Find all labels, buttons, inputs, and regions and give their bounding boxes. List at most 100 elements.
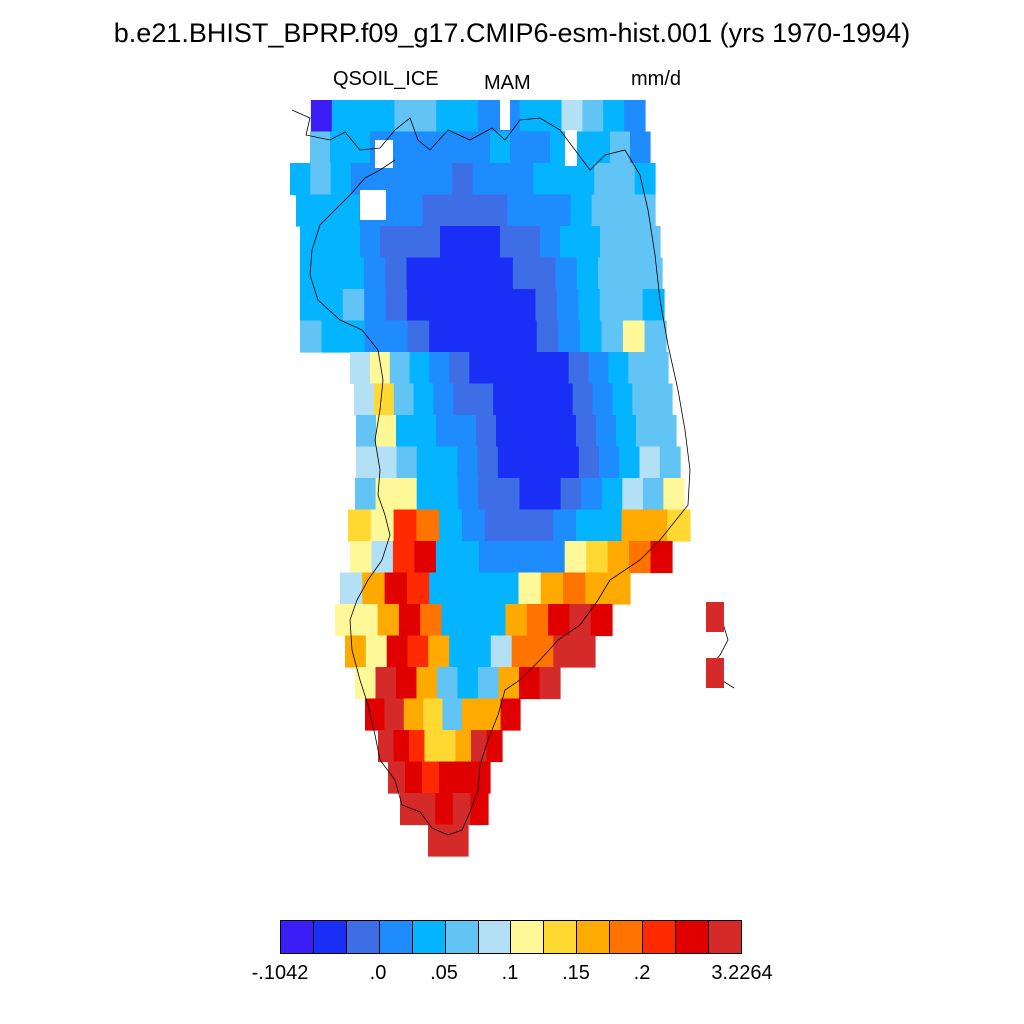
iceland-cell [706,602,724,632]
colorbar-swatch [281,921,314,953]
map-cell [394,100,416,133]
colorbar-tick-label: .05 [430,962,458,984]
map-cell [410,131,431,164]
map-cell [624,100,646,133]
map-cell [471,730,488,763]
map-cell [369,352,391,385]
map-cell [365,698,385,731]
map-cell [513,383,534,416]
map-cell [556,415,577,448]
map-cell [424,730,441,763]
map-cell [553,163,575,196]
map-cell [530,509,554,542]
map-cell [428,824,449,857]
map-cell [300,226,321,259]
map-cell [310,163,332,196]
map-cell [384,572,408,605]
map-cell [385,257,408,290]
map-cell [360,226,381,259]
map-cell [416,446,438,479]
map-cell [507,509,531,542]
map-cell [498,667,520,700]
map-cell [371,163,392,196]
map-cell [342,289,365,322]
map-cell [526,604,549,637]
map-cell [375,667,397,700]
map-cell [435,793,454,826]
map-cell [385,289,408,322]
map-cell [536,415,557,448]
colorbar-swatch [511,921,545,953]
missing-cell [375,140,393,168]
map-cell [513,163,534,196]
map-cell [473,383,494,416]
map-cell [300,320,323,353]
map-cell [310,100,333,133]
map-cell [574,635,596,668]
map-cell [528,194,550,227]
map-cell [320,226,341,259]
map-cell [437,478,459,511]
colorbar-tick-label: .15 [562,962,590,984]
map-cell [612,383,633,416]
map-cell [573,163,595,196]
map-cell [416,509,440,542]
map-cell [330,163,352,196]
map-cell [600,226,621,259]
map-cell [548,352,570,385]
map-cell [462,604,485,637]
map-cell [473,572,497,605]
missing-cell [296,100,310,126]
coastline [291,109,691,836]
map-cell [457,541,480,574]
map-cell [376,415,397,448]
map-cell [539,667,561,700]
map-cell [469,352,490,385]
map-cell [521,541,544,574]
map-cell [640,257,663,290]
map-cell [540,572,564,605]
map-cell [460,226,481,259]
map-cell [558,446,580,479]
map-cell [532,635,554,668]
map-cell [553,635,575,668]
map-cell [356,604,379,637]
map-cell [457,100,479,133]
map-cell [576,509,600,542]
map-cell [473,761,491,794]
map-cell [519,478,541,511]
map-cell [462,509,486,542]
map-cell [350,163,372,196]
map-cell [586,541,609,574]
map-cell [481,698,502,731]
map-cell [493,383,514,416]
map-cell [636,415,657,448]
map-cell [442,698,463,731]
map-cell [453,383,474,416]
map-cell [552,383,574,416]
map-cell [553,509,577,542]
map-cell [310,131,331,164]
colorbar-tick-label: -.1042 [251,962,309,984]
map-cell [392,541,415,574]
map-cell [389,352,411,385]
map-cell [378,730,395,763]
map-cell [486,194,508,227]
map-cell [512,257,535,290]
map-cell [519,667,541,700]
map-cell [543,541,566,574]
map-cell [535,289,558,322]
map-cell [607,572,631,605]
map-cell [443,194,466,227]
map-cell [569,604,592,637]
map-cell [420,604,443,637]
map-cell [416,478,438,511]
map-cell [472,320,495,353]
map-cell [471,289,494,322]
map-cell [599,446,620,479]
map-cell [608,352,629,385]
map-cell [633,194,656,227]
colorbar-swatch [610,921,644,953]
map-cell [321,257,344,290]
map-cell [380,226,401,259]
